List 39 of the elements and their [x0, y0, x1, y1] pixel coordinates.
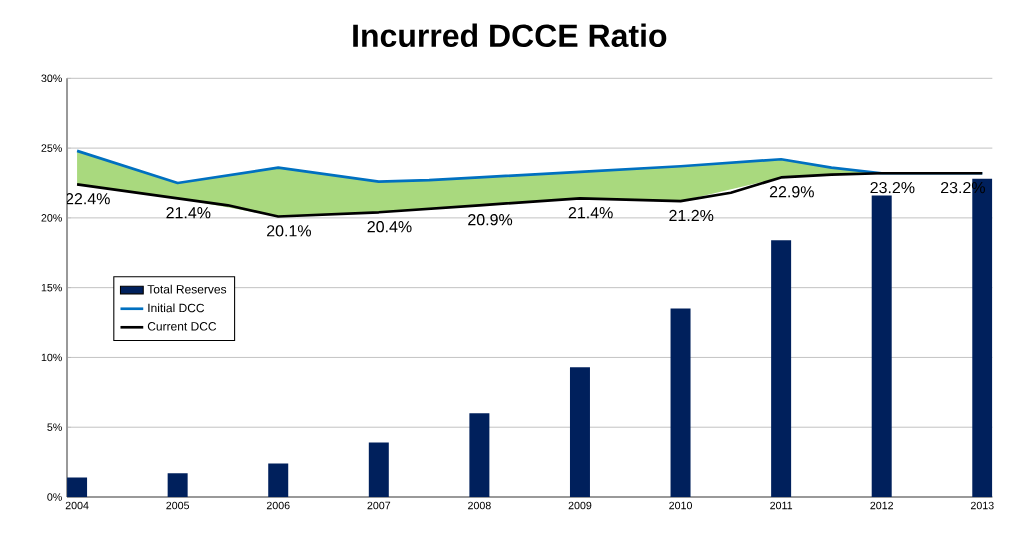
data-label: 22.9%: [769, 186, 814, 198]
bar: [469, 413, 490, 497]
data-label: 23.2%: [870, 181, 915, 194]
legend-label: Total Reserves: [147, 284, 227, 294]
x-tick-label: 2010: [669, 501, 692, 510]
bar: [268, 463, 289, 497]
data-label: 21.4%: [568, 207, 613, 219]
bar: [368, 442, 389, 497]
legend-label: Current DCC: [147, 322, 217, 331]
x-tick-label: 2013: [970, 501, 994, 510]
bar: [670, 308, 691, 497]
bar: [167, 473, 188, 497]
data-label: 20.1%: [267, 225, 311, 237]
x-tick-label: 2011: [770, 501, 793, 510]
x-tick-label: 2008: [468, 501, 491, 510]
data-label: 20.9%: [468, 214, 513, 226]
data-label: 20.4%: [367, 221, 412, 233]
y-tick-label: 30%: [41, 74, 62, 83]
data-label: 22.4%: [65, 193, 110, 205]
x-tick-label: 2009: [568, 501, 592, 510]
bar: [871, 195, 892, 497]
bar: [569, 367, 590, 497]
y-tick-label: 20%: [41, 214, 62, 222]
bar: [67, 477, 88, 497]
bar: [771, 240, 792, 497]
x-tick-label: 2012: [870, 501, 894, 510]
x-tick-label: 2007: [367, 501, 391, 510]
y-tick-label: 15%: [41, 283, 62, 292]
data-label: 21.2%: [669, 209, 714, 222]
y-tick-label: 10%: [41, 353, 62, 362]
x-tick-label: 2005: [166, 501, 190, 510]
y-tick-label: 5%: [47, 423, 62, 431]
x-tick-label: 2006: [266, 501, 290, 510]
chart-title: Incurred DCCE Ratio: [353, 23, 667, 48]
legend-label: Initial DCC: [148, 303, 205, 313]
x-tick-label: 2004: [65, 501, 89, 510]
data-label: 21.4%: [166, 207, 211, 219]
y-tick-label: 25%: [41, 144, 62, 152]
y-tick-label: 0%: [47, 493, 62, 501]
